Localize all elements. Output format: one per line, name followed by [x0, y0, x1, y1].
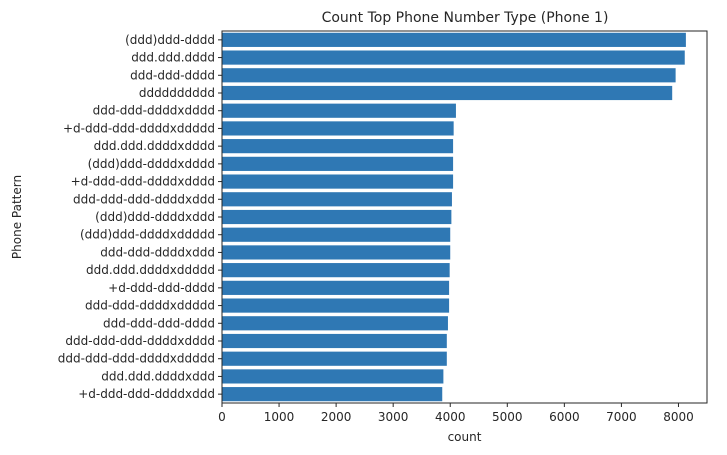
y-tick-label: (ddd)ddd-ddddxdddd: [88, 157, 215, 171]
x-tick-label: 4000: [435, 410, 466, 424]
bar-15: [222, 280, 450, 295]
y-tick-label: ddd.ddd.ddddxdddd: [94, 139, 215, 153]
bar-3: [222, 68, 676, 83]
chart-title: Count Top Phone Number Type (Phone 1): [322, 10, 609, 26]
y-tick-label: ddd.ddd.ddddxddddd: [86, 263, 215, 277]
x-tick-label: 5000: [492, 410, 523, 424]
bar-2: [222, 50, 685, 65]
x-tick-label: 3000: [378, 410, 409, 424]
bar-16: [222, 298, 450, 313]
y-tick-label: ddd-ddd-ddddxdddd: [93, 104, 215, 118]
bar-17: [222, 316, 448, 331]
bar-18: [222, 333, 447, 349]
bar-21: [222, 387, 443, 402]
bar-6: [222, 121, 454, 136]
y-tick-label: +d-ddd-ddd-ddddxddd: [78, 387, 215, 401]
y-tick-label: (ddd)ddd-ddddxddd: [95, 210, 215, 224]
bar-10: [222, 192, 452, 207]
y-tick-label: ddd-ddd-ddd-ddddxddddd: [58, 352, 215, 366]
bar-7: [222, 139, 454, 154]
y-axis-title: Phone Pattern: [10, 175, 24, 259]
y-tick-label: (ddd)ddd-ddddxddddd: [80, 228, 215, 242]
bar-11: [222, 209, 452, 225]
x-tick-label: 0: [218, 410, 226, 424]
x-tick-label: 7000: [606, 410, 637, 424]
bar-9: [222, 174, 454, 189]
x-axis-title: count: [448, 430, 482, 444]
y-tick-label: +d-ddd-ddd-dddd: [108, 281, 215, 295]
y-tick-label: ddd.ddd.dddd: [131, 51, 215, 65]
y-axis-ticks: (ddd)ddd-dddd ddd.ddd.dddd ddd-ddd-dddd ddd…: [58, 33, 222, 401]
y-tick-label: ddd-ddd-dddd: [130, 68, 215, 82]
x-tick-label: 6000: [549, 410, 580, 424]
plot-frame: [221, 30, 708, 404]
x-tick-label: 8000: [663, 410, 694, 424]
x-tick-label: 2000: [321, 410, 352, 424]
y-tick-label: +d-ddd-ddd-ddddxddddd: [63, 121, 215, 135]
x-tick-label: 1000: [264, 410, 295, 424]
y-tick-label: ddd-ddd-ddddxddddd: [85, 299, 215, 313]
bar-12: [222, 227, 451, 242]
bar-13: [222, 245, 451, 260]
bar-5: [222, 103, 456, 118]
y-tick-label: ddd-ddd-ddddxddd: [100, 245, 215, 259]
y-tick-label: ddd-ddd-ddd-ddddxdddd: [65, 334, 215, 348]
bar-20: [222, 369, 444, 384]
y-tick-label: ddd.ddd.ddddxddd: [101, 369, 215, 383]
bar-19: [222, 351, 447, 366]
y-tick-label: +d-ddd-ddd-ddddxdddd: [71, 175, 215, 189]
x-axis-ticks: 0 1000 2000 3000 4000 5000 6000 7000 8000: [218, 403, 694, 424]
bars-layer: [222, 32, 686, 402]
y-tick-label: ddd-ddd-ddd-ddddxddd: [73, 192, 215, 206]
y-tick-label: (ddd)ddd-dddd: [125, 33, 215, 47]
y-tick-label: ddd-ddd-ddd-dddd: [103, 316, 215, 330]
y-tick-label: dddddddddd: [139, 86, 215, 100]
bar-1: [222, 32, 686, 47]
bar-4: [222, 85, 673, 101]
bar-8: [222, 156, 454, 171]
bar-14: [222, 263, 450, 278]
